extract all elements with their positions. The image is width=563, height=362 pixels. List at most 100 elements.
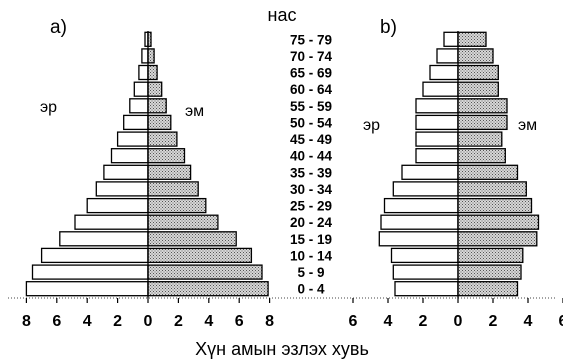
panel-a-female-bar	[147, 148, 186, 164]
panel-a-female-bar	[147, 164, 192, 180]
panel-b-tick-label: 2	[419, 313, 428, 330]
panel-b-male-bar	[392, 181, 459, 197]
x-axis-title: Хүн амын эзлэх хувь	[195, 339, 369, 359]
panel-b-female-bar	[457, 148, 506, 164]
panel-b-tick-label: 2	[489, 313, 498, 330]
panel-a-label: a)	[50, 17, 67, 38]
age-group-label: 20 - 24	[290, 215, 333, 230]
panel-a-male-label: эр	[40, 99, 57, 116]
panel-b-male-bar	[415, 98, 459, 114]
age-group-label: 10 - 14	[290, 248, 333, 263]
panel-b-male-bar	[378, 231, 459, 247]
chart-title: нас	[268, 5, 297, 25]
panel-a-tick-label: 6	[235, 313, 244, 330]
age-group-label: 45 - 49	[290, 132, 332, 147]
panel-b-male-bar	[383, 197, 459, 214]
panel-a-tick-label: 2	[174, 313, 183, 330]
panel-a-male-bar	[95, 181, 149, 197]
panel-a-male-bar	[59, 231, 149, 247]
panel-a-male-bar	[116, 131, 149, 147]
panel-a-male-bar	[74, 214, 149, 230]
panel-b-female-bar	[457, 247, 524, 264]
panel-b-female-bar	[457, 281, 519, 297]
panel-b-female-bar	[457, 231, 538, 247]
panel-b-male-bar	[392, 264, 459, 280]
panel-b-tick-label: 0	[454, 313, 463, 330]
panel-a-female-label: эм	[185, 103, 204, 120]
panel-a-female-bar	[147, 247, 253, 264]
panel-b-male-bar	[380, 214, 459, 230]
age-group-label: 15 - 19	[290, 232, 332, 247]
panel-b-male-bar	[415, 148, 459, 164]
age-group-label: 60 - 64	[290, 82, 333, 97]
panel-a-female-bar	[147, 64, 158, 81]
panel-b-label: b)	[380, 17, 397, 38]
panel-a-female-bar	[147, 181, 199, 197]
panel-a-tick-label: 2	[113, 313, 122, 330]
panel-b-male-bar	[401, 164, 459, 180]
panel-b-male-bar	[415, 114, 459, 131]
age-group-label: 75 - 79	[290, 32, 332, 47]
panel-a-female-bar	[147, 281, 269, 297]
panel-a-tick-label: 0	[144, 313, 153, 330]
panel-a-female-bar	[147, 231, 237, 247]
panel-a-male-bar	[25, 281, 149, 297]
panel-a-tick-label: 6	[52, 313, 61, 330]
panel-b-male-bar	[394, 281, 459, 297]
panel-b-female-bar	[457, 264, 522, 280]
panel-b-male-label: эр	[363, 117, 380, 134]
panel-b-female-bar	[457, 131, 503, 147]
panel-b-male-bar	[422, 81, 459, 97]
panel-b-female-bar	[457, 31, 487, 47]
panel-b-tick-label: 4	[384, 313, 393, 330]
panel-b-tick-label: 6	[349, 313, 358, 330]
panel-b-male-bar	[390, 247, 459, 264]
panel-a-female-bar	[147, 81, 163, 97]
panel-a-male-bar	[129, 98, 149, 114]
panel-a-female-bar	[147, 264, 263, 280]
age-group-label: 0 - 4	[297, 282, 325, 297]
panel-b-female-bar	[457, 181, 527, 197]
panel-a-tick-label: 8	[22, 313, 31, 330]
age-group-label: 35 - 39	[290, 165, 332, 180]
age-group-label: 30 - 34	[290, 182, 333, 197]
panel-b-male-bar	[443, 31, 459, 47]
panel-b-female-label: эм	[518, 117, 537, 134]
panel-b-female-bar	[457, 114, 508, 131]
age-group-label: 70 - 74	[290, 49, 333, 64]
panel-a-female-bar	[147, 131, 178, 147]
panel-b-tick-label: 4	[524, 313, 533, 330]
age-group-label: 65 - 69	[290, 66, 332, 81]
panel-a-male-bar	[133, 81, 149, 97]
panel-a-male-bar	[103, 164, 149, 180]
age-group-label: 5 - 9	[297, 265, 324, 280]
panel-a-tick-label: 8	[265, 313, 274, 330]
panel-b-male-bar	[415, 131, 459, 147]
panel-a-male-bar	[138, 64, 149, 81]
age-group-label: 50 - 54	[290, 115, 333, 130]
panel-b-male-bar	[436, 48, 459, 64]
panel-a-male-bar	[40, 247, 149, 264]
panel-a-male-bar	[123, 114, 149, 131]
age-group-label: 40 - 44	[290, 149, 333, 164]
panel-a-female-bar	[147, 114, 172, 131]
panel-a-tick-label: 4	[83, 313, 92, 330]
panel-a-female-bar	[147, 214, 219, 230]
panel-b-female-bar	[457, 64, 499, 81]
panel-a-male-bar	[110, 148, 149, 164]
panel-b-female-bar	[457, 81, 499, 97]
panel-b-tick-label: 6	[559, 313, 563, 330]
panel-a-male-bar	[141, 48, 149, 64]
panel-b-female-bar	[457, 214, 540, 230]
panel-a-tick-label: 4	[204, 313, 213, 330]
age-group-label: 25 - 29	[290, 199, 332, 214]
panel-b-female-bar	[457, 98, 508, 114]
panel-a-male-bar	[86, 197, 149, 214]
panel-b-female-bar	[457, 48, 494, 64]
panel-a-female-bar	[147, 98, 167, 114]
panel-a-female-bar	[147, 197, 207, 214]
panel-a-male-bar	[31, 264, 149, 280]
age-group-label: 55 - 59	[290, 99, 332, 114]
panel-b-male-bar	[429, 64, 459, 81]
